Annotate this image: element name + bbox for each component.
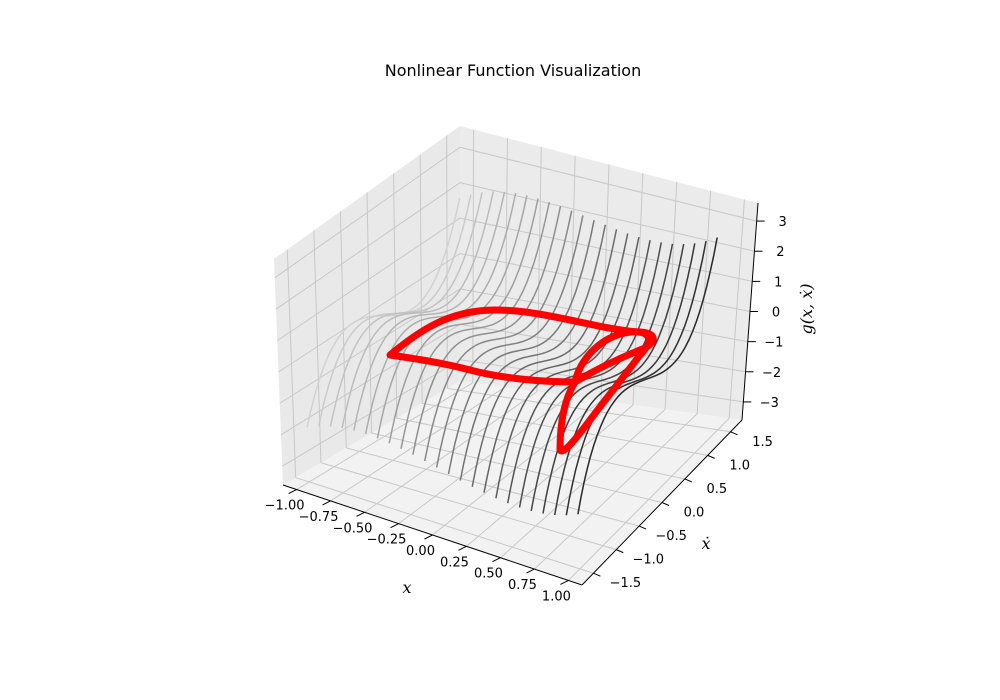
- y-tick-group: −1.5 −1.0 −0.5 0.00.51.01.5: [593, 431, 773, 591]
- gridline-z-left: [281, 359, 461, 467]
- z-tick-label: −1: [764, 336, 783, 351]
- contour-line: [400, 201, 551, 449]
- z-tick-group: −3 −2 −1 0 1 2 3: [743, 215, 787, 411]
- trajectory-curve: [386, 306, 657, 455]
- gridline-y-floor: [447, 387, 731, 433]
- z-tick-label: 1: [774, 275, 782, 290]
- contour-line: [459, 224, 607, 481]
- x-tick-mark: [526, 568, 535, 574]
- contour-line: [435, 215, 584, 468]
- contour-line: [353, 191, 506, 431]
- x-tick-mark: [288, 489, 297, 494]
- z-tick-label: −3: [760, 396, 779, 411]
- y-tick-label: −1.0: [632, 553, 664, 568]
- gridline-y-floor: [295, 477, 594, 574]
- x-tick-label: 1.00: [542, 589, 571, 604]
- y-tick-mark: [638, 525, 647, 530]
- z-tick-label: 2: [776, 245, 784, 260]
- contour-line: [553, 243, 696, 516]
- y-tick-label: 1.0: [729, 458, 750, 473]
- x-tick-mark: [560, 580, 569, 585]
- y-tick-label: 1.5: [752, 435, 773, 450]
- y-tick-label: 0.5: [707, 482, 728, 497]
- x-tick-label: 0.25: [440, 555, 469, 570]
- gridline-y-floor: [371, 432, 663, 503]
- contour-line: [412, 206, 562, 455]
- z-tick-label: −2: [762, 366, 781, 381]
- x-tick-mark: [492, 557, 501, 563]
- contour-line: [306, 197, 461, 428]
- y-tick-label: 0.0: [684, 506, 705, 521]
- contour-line: [423, 210, 573, 462]
- y-tick-mark: [593, 572, 601, 577]
- y-axis-label: ẋ: [701, 534, 710, 553]
- gridline-z-right: [459, 217, 753, 282]
- contour-line: [341, 191, 495, 429]
- y-tick-label: −1.5: [610, 576, 642, 591]
- x-tick-label: −0.75: [299, 510, 339, 525]
- z-axis-label: g(x, ẋ): [797, 284, 816, 335]
- gridline-z-right: [459, 146, 757, 222]
- x-tick-mark: [390, 523, 399, 529]
- contour-line: [577, 237, 718, 515]
- contour-line: [471, 229, 618, 487]
- y-tick-mark: [730, 431, 738, 436]
- contour-line: [565, 240, 707, 516]
- gridline-z-right: [459, 182, 755, 252]
- y-tick-mark: [684, 478, 693, 483]
- x-tick-label: 0.75: [508, 578, 537, 593]
- y-tick-mark: [661, 502, 670, 506]
- x-tick-label: 0.00: [406, 544, 435, 559]
- x-tick-mark: [458, 545, 467, 551]
- gridline-y-floor: [346, 447, 640, 527]
- contour-line: [542, 243, 685, 514]
- gridline-z-left: [275, 182, 461, 310]
- x-tick-mark: [424, 534, 433, 540]
- gridline-z-left: [280, 323, 461, 436]
- y-tick-mark: [616, 549, 624, 554]
- contour-line: [388, 198, 539, 444]
- x-tick-mark: [356, 511, 365, 517]
- z-tick-label: 0: [772, 306, 780, 321]
- x-tick-label: −0.50: [333, 521, 373, 536]
- chart-title: Nonlinear Function Visualization: [385, 61, 641, 80]
- x-tick-label: −0.25: [367, 533, 407, 548]
- gridline-z-left: [276, 217, 461, 342]
- x-tick-label: 0.50: [474, 567, 503, 582]
- x-tick-mark: [322, 500, 331, 506]
- contour-line: [329, 192, 483, 427]
- x-tick-label: −1.00: [265, 499, 305, 514]
- gridline-z-left: [274, 146, 461, 279]
- contour-line: [483, 233, 629, 493]
- x-tick-group: −1.00−0.75−0.50−0.250.00 0.25 0.50 0.75 1.00: [265, 489, 571, 604]
- y-tick-label: −0.5: [655, 529, 687, 544]
- contour-line: [447, 220, 595, 475]
- x-axis-label: x: [402, 578, 411, 597]
- z-tick-label: 3: [779, 215, 787, 230]
- gridline-z-right: [459, 288, 748, 343]
- gridline-z-left: [278, 253, 461, 373]
- gridline-y-floor: [320, 462, 617, 551]
- y-tick-mark: [707, 454, 715, 459]
- pane-floor: [283, 381, 742, 585]
